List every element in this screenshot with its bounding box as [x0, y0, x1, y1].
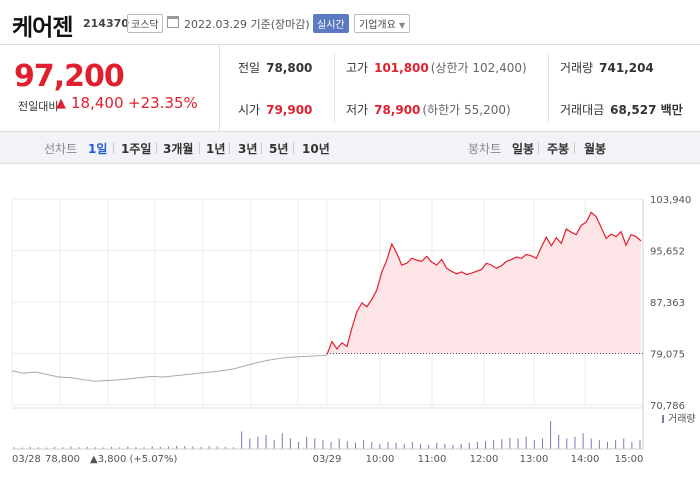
open-price: 시가 79,900: [238, 101, 312, 118]
change-label: 전일대비: [18, 100, 59, 113]
amount-label: 거래대금: [560, 103, 605, 117]
company-overview-button[interactable]: 기업개요 ▼: [354, 14, 411, 33]
divider: [199, 142, 200, 154]
divider: [261, 142, 262, 154]
tab-10y[interactable]: 10년: [302, 142, 330, 156]
upper-limit: (상한가 102,400): [430, 61, 527, 75]
price-chart[interactable]: 103,940 95,652 87,363 79,075 70,786 거래량 03/29 1…: [0, 164, 700, 487]
stock-name: 케어젠: [12, 15, 73, 41]
divider: [334, 53, 335, 123]
open-label: 시가: [238, 103, 261, 117]
prev-day-line: [11, 354, 328, 382]
high-value: 101,800: [374, 61, 429, 75]
low-price: 저가 78,900 (하한가 55,200): [346, 101, 511, 118]
prev-change-label: ▲3,800 (+5.07%): [90, 454, 178, 465]
change-percent: +23.35%: [128, 94, 198, 112]
tab-5y[interactable]: 5년: [269, 142, 289, 156]
divider: [548, 53, 549, 123]
calendar-icon: [167, 16, 179, 28]
tab-weekly[interactable]: 주봉: [547, 142, 570, 156]
prev-close-value: 78,800: [266, 61, 313, 75]
high-label: 고가: [346, 61, 369, 75]
tab-3m[interactable]: 3개월: [163, 142, 194, 156]
volume-legend-swatch: [662, 415, 664, 423]
price-stats: 전일 78,800 고가 101,800 (상한가 102,400) 거래량 741,2…: [220, 45, 700, 131]
line-chart-label: 선차트: [44, 142, 78, 156]
prev-close: 전일 78,800: [238, 59, 312, 76]
volume: 거래량 741,204: [560, 59, 654, 76]
x-tick-label: 12:00: [470, 454, 499, 465]
volume-value: 741,204: [599, 61, 654, 75]
prev-close-label: 전일: [238, 61, 261, 75]
volume-label: 거래량: [560, 61, 594, 75]
company-overview-label: 기업개요: [359, 20, 396, 31]
trade-amount: 거래대금 68,527 백만: [560, 101, 683, 118]
x-tick-label: 03/29: [313, 454, 342, 465]
tab-daily[interactable]: 일봉: [512, 142, 535, 156]
stock-header: 케어젠 214370 코스닥 2022.03.29 기준(장마감) 실시간 기업…: [0, 0, 700, 44]
x-tick-label: 14:00: [571, 454, 600, 465]
date-text: 2022.03.29: [184, 18, 247, 31]
realtime-button[interactable]: 실시간: [313, 14, 349, 33]
x-tick-label: 10:00: [366, 454, 395, 465]
current-price-box: 97,200 전일대비 ▲ 18,400 +23.35%: [0, 45, 220, 131]
today-price-line: [326, 211, 642, 355]
chevron-down-icon: ▼: [399, 21, 406, 30]
stock-code: 214370: [83, 17, 129, 30]
volume-legend-label: 거래량: [668, 413, 696, 425]
divider: [156, 142, 157, 154]
y-tick-label: 70,786: [650, 401, 685, 412]
divider: [229, 142, 230, 154]
basis-date: 2022.03.29 기준(장마감): [184, 16, 310, 32]
divider: [538, 142, 539, 154]
y-tick-label: 87,363: [650, 298, 685, 309]
divider: [113, 142, 114, 154]
x-tick-label: 15:00: [615, 454, 644, 465]
y-tick-label: 95,652: [650, 247, 685, 258]
x-tick-label: 11:00: [418, 454, 447, 465]
divider: [574, 142, 575, 154]
today-area-fill: [327, 212, 641, 355]
current-price: 97,200: [14, 59, 125, 94]
price-summary: 97,200 전일대비 ▲ 18,400 +23.35% 전일 78,800 고가…: [0, 44, 700, 132]
tab-1d[interactable]: 1일: [88, 142, 108, 156]
tab-1w[interactable]: 1주일: [121, 142, 152, 156]
divider: [293, 142, 294, 154]
low-label: 저가: [346, 103, 369, 117]
high-price: 고가 101,800 (상한가 102,400): [346, 59, 527, 76]
market-badge: 코스닥: [127, 14, 163, 33]
candle-chart-label: 봉차트: [468, 142, 502, 156]
x-tick-label: 13:00: [520, 454, 549, 465]
tab-1y[interactable]: 1년: [206, 142, 226, 156]
y-tick-label: 103,940: [650, 195, 691, 206]
change-value: 18,400: [71, 94, 124, 112]
prev-close-label: 78,800: [45, 454, 80, 465]
tab-3y[interactable]: 3년: [238, 142, 258, 156]
lower-limit: (하한가 55,200): [422, 103, 511, 117]
y-tick-label: 79,075: [650, 350, 685, 361]
tab-monthly[interactable]: 월봉: [584, 142, 607, 156]
amount-value: 68,527 백만: [610, 103, 683, 117]
up-arrow-icon: ▲: [56, 96, 66, 111]
open-value: 79,900: [266, 103, 313, 117]
chart-tabs: 선차트 1일 1주일 3개월 1년 3년 5년 10년 봉차트 일봉 주봉 월봉: [0, 132, 700, 164]
basis-text: 기준(장마감): [250, 18, 310, 31]
x-tick-label: 03/28: [12, 454, 41, 465]
low-value: 78,900: [374, 103, 421, 117]
